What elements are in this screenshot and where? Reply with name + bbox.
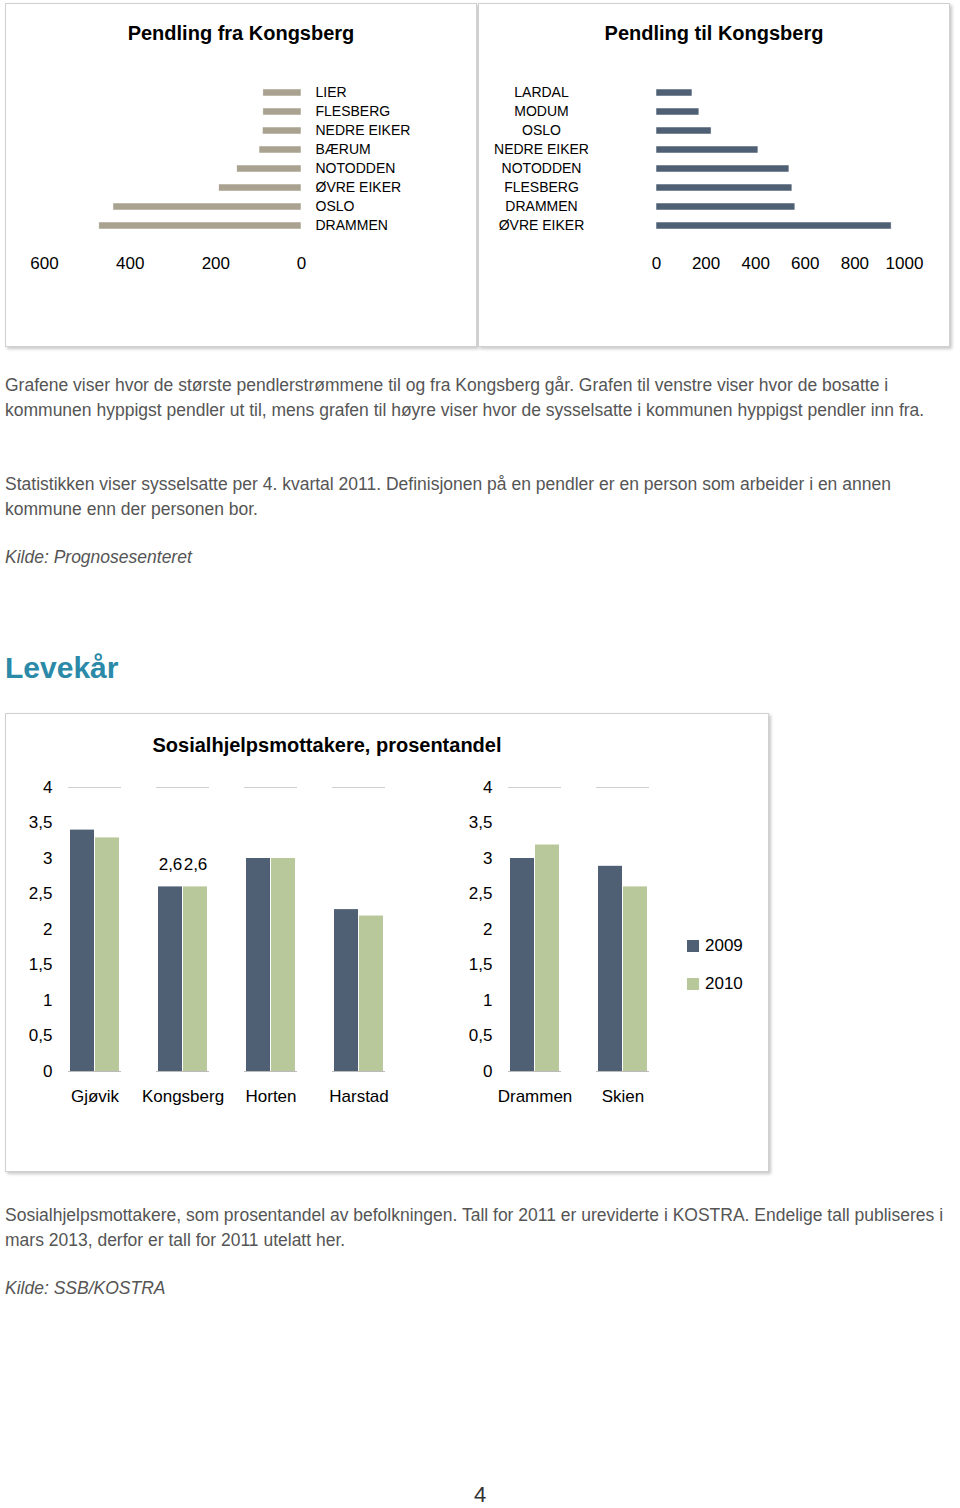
svg-text:Skien: Skien xyxy=(602,1087,645,1106)
svg-text:2,5: 2,5 xyxy=(469,884,493,903)
svg-text:FLESBERG: FLESBERG xyxy=(504,179,579,195)
svg-text:1: 1 xyxy=(43,991,52,1010)
svg-text:OSLO: OSLO xyxy=(522,122,561,138)
svg-text:4: 4 xyxy=(43,778,52,797)
svg-text:0: 0 xyxy=(652,254,661,273)
svg-text:2: 2 xyxy=(43,920,52,939)
svg-text:3: 3 xyxy=(43,849,52,868)
html-text:Kilde: SSB/KOSTRA: Kilde: SSB/KOSTRA xyxy=(5,1278,166,1298)
svg-text:NEDRE EIKER: NEDRE EIKER xyxy=(316,122,411,138)
svg-text:3: 3 xyxy=(483,849,492,868)
svg-text:1,5: 1,5 xyxy=(29,955,53,974)
html-text:Statistikken viser sysselsatte: Statistikken viser sysselsatte per 4. kv… xyxy=(5,474,891,519)
svg-text:0,5: 0,5 xyxy=(469,1026,493,1045)
svg-text:200: 200 xyxy=(202,254,230,273)
svg-text:2,6: 2,6 xyxy=(184,855,208,874)
svg-text:0: 0 xyxy=(297,254,306,273)
svg-text:0,5: 0,5 xyxy=(29,1026,53,1045)
svg-text:NEDRE EIKER: NEDRE EIKER xyxy=(494,141,589,157)
svg-text:0: 0 xyxy=(43,1062,52,1081)
svg-text:2,5: 2,5 xyxy=(29,884,53,903)
svg-text:DRAMMEN: DRAMMEN xyxy=(316,217,388,233)
svg-text:Drammen: Drammen xyxy=(498,1087,573,1106)
svg-text:200: 200 xyxy=(692,254,720,273)
svg-text:600: 600 xyxy=(791,254,819,273)
svg-text:Gjøvik: Gjøvik xyxy=(71,1087,120,1106)
svg-text:1: 1 xyxy=(483,991,492,1010)
svg-text:1000: 1000 xyxy=(886,254,924,273)
svg-text:ØVRE EIKER: ØVRE EIKER xyxy=(316,179,402,195)
svg-text:4: 4 xyxy=(483,778,492,797)
svg-text:2,6: 2,6 xyxy=(159,855,183,874)
svg-text:BÆRUM: BÆRUM xyxy=(316,141,371,157)
svg-text:Harstad: Harstad xyxy=(329,1087,389,1106)
svg-text:400: 400 xyxy=(116,254,144,273)
svg-text:3,5: 3,5 xyxy=(469,813,493,832)
svg-text:ØVRE EIKER: ØVRE EIKER xyxy=(499,217,585,233)
svg-text:Kongsberg: Kongsberg xyxy=(142,1087,224,1106)
svg-text:MODUM: MODUM xyxy=(514,103,568,119)
html-text:Kilde: Prognosesenteret: Kilde: Prognosesenteret xyxy=(5,547,192,567)
svg-text:1,5: 1,5 xyxy=(469,955,493,974)
svg-text:LARDAL: LARDAL xyxy=(514,84,569,100)
html-text:Sosialhjelpsmottakere, som pro: Sosialhjelpsmottakere, som prosentandel … xyxy=(5,1205,944,1250)
svg-text:NOTODDEN: NOTODDEN xyxy=(316,160,396,176)
svg-text:0: 0 xyxy=(483,1062,492,1081)
html-text:Sosialhjelpsmottakere, prosent: Sosialhjelpsmottakere, prosentandel xyxy=(152,734,502,756)
svg-text:FLESBERG: FLESBERG xyxy=(316,103,391,119)
html-text:Pendling til Kongsberg: Pendling til Kongsberg xyxy=(604,22,824,44)
html-text:Levekår: Levekår xyxy=(5,651,119,684)
svg-text:600: 600 xyxy=(30,254,58,273)
html-text:4: 4 xyxy=(474,1482,487,1507)
html-text:Pendling fra Kongsberg: Pendling fra Kongsberg xyxy=(127,22,355,44)
svg-text:400: 400 xyxy=(742,254,770,273)
svg-text:OSLO: OSLO xyxy=(316,198,355,214)
html-text:Grafene viser hvor de største: Grafene viser hvor de største pendlerstr… xyxy=(5,375,925,420)
html-text:2009: 2009 xyxy=(705,936,743,955)
svg-text:3,5: 3,5 xyxy=(29,813,53,832)
svg-text:800: 800 xyxy=(841,254,869,273)
html-text:2010: 2010 xyxy=(705,974,743,993)
svg-text:LIER: LIER xyxy=(316,84,347,100)
svg-text:2: 2 xyxy=(483,920,492,939)
svg-text:Horten: Horten xyxy=(245,1087,296,1106)
svg-text:NOTODDEN: NOTODDEN xyxy=(502,160,582,176)
svg-text:DRAMMEN: DRAMMEN xyxy=(505,198,577,214)
